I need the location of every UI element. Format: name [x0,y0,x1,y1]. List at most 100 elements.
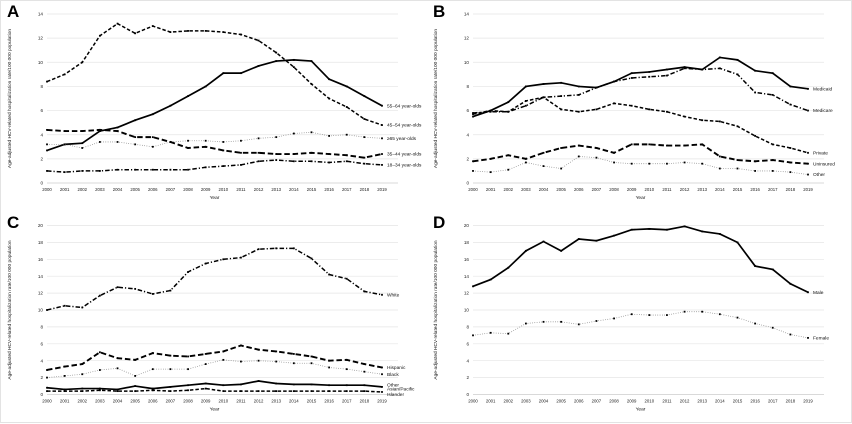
data-point [577,144,580,147]
data-point [310,362,313,365]
data-point [63,388,66,391]
data-point [542,165,545,167]
data-point [151,145,154,148]
data-point [116,357,119,360]
data-point [489,110,492,113]
panel-letter-d: D [433,213,446,232]
data-point [472,170,474,172]
data-point [292,390,295,393]
x-tick-label: 2018 [786,187,796,192]
data-point [257,359,260,362]
data-point [683,310,686,313]
data-point [363,136,366,139]
data-point [345,85,348,88]
x-tick-label: 2007 [592,399,602,404]
data-point [507,168,510,171]
data-point [718,120,721,123]
data-point [275,390,278,393]
data-point [187,384,189,387]
data-point [240,33,242,36]
data-point [275,153,278,155]
x-tick-label: 2003 [95,187,105,192]
data-point [595,86,598,89]
x-tick-label: 2005 [556,399,566,404]
data-point [134,385,137,387]
x-tick-label: 2017 [768,187,778,192]
data-point [542,83,545,85]
data-point [789,161,792,164]
data-point [807,162,809,165]
x-tick-label: 2014 [289,399,299,404]
chart-host-b: 0 2 4 6 8 10 12 14 2000 2001 2002 2003 2004 2005 2006 2… [427,1,852,212]
data-point [187,389,189,392]
series-label: Male [813,290,824,296]
data-point [98,294,101,297]
data-point [240,72,242,75]
data-point [363,384,366,387]
series-label: Asian/Pacific [387,387,415,393]
y-tick-label: 8 [466,84,469,89]
data-point [381,163,383,166]
y-tick-label: 10 [464,308,470,313]
x-axis-label: Year [210,407,220,413]
series-label: 18–34 year-olds [387,162,422,168]
data-point [169,141,172,143]
data-point [524,104,527,107]
data-point [328,78,331,81]
x-tick-label: 2003 [521,399,531,404]
y-tick-label: 14 [38,12,44,17]
data-point [648,143,651,146]
y-tick-label: 8 [40,84,43,89]
x-tick-label: 2014 [289,187,299,192]
x-tick-label: 2010 [645,399,655,404]
data-point [701,68,704,71]
data-point [754,135,757,137]
series-label: White [387,292,400,298]
data-point [524,322,527,325]
series-line [46,344,383,371]
series-label: Female [813,335,829,341]
y-tick-label: 2 [40,375,43,380]
data-point [98,128,101,131]
data-point [595,147,598,149]
x-tick-label: 2002 [503,399,513,404]
data-point [789,333,792,336]
x-tick-label: 2005 [556,187,566,192]
data-point [81,142,84,145]
data-point [257,248,260,251]
data-point [151,352,154,354]
data-point [134,287,137,290]
data-point [542,240,545,243]
data-point [81,390,84,393]
data-point [187,139,189,142]
data-point [116,390,119,393]
data-point [771,143,774,146]
data-point [363,390,366,393]
data-point [292,132,295,135]
data-point [771,72,774,75]
data-point [328,359,331,362]
y-tick-label: 12 [464,291,470,296]
data-point [169,168,172,171]
data-point [595,156,598,159]
x-axis-label: Year [636,195,646,201]
data-point [310,383,313,386]
data-point [240,163,242,166]
data-point [736,159,739,161]
x-tick-label: 2009 [627,399,637,404]
data-point [345,384,348,387]
data-point [204,166,207,169]
data-point [630,72,633,75]
x-tick-label: 2017 [342,187,352,192]
data-point [381,391,383,393]
x-tick-label: 2000 [468,399,478,404]
data-point [151,387,154,390]
data-point [363,156,366,159]
x-tick-label: 2006 [148,399,158,404]
series-line [46,128,383,159]
data-point [310,60,313,62]
data-point [381,104,383,107]
y-tick-label: 6 [466,341,469,346]
data-point [630,143,633,146]
data-point [381,124,383,126]
